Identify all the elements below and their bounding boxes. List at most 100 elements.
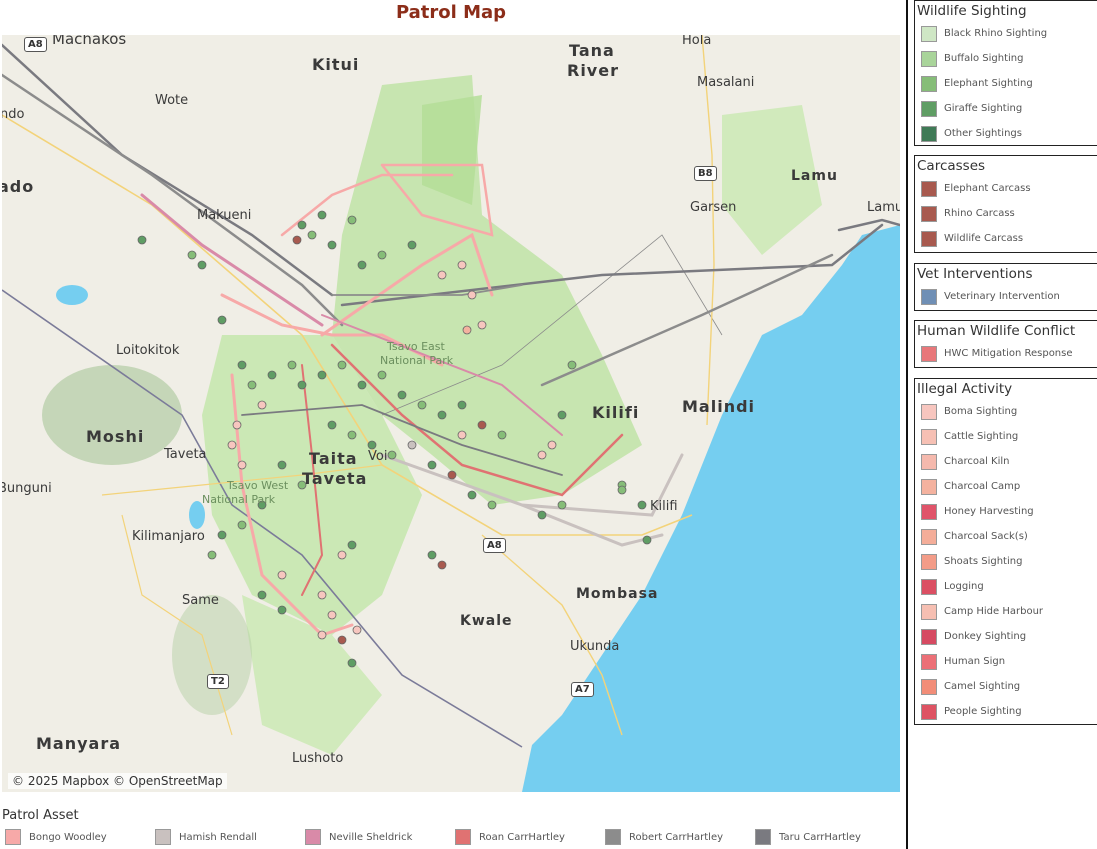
legend-label: Shoats Sighting bbox=[944, 556, 1023, 567]
map-attribution[interactable]: © 2025 Mapbox © OpenStreetMap bbox=[8, 773, 227, 789]
place-label: Same bbox=[182, 593, 219, 608]
legend-item[interactable]: Wildlife Carcass bbox=[915, 226, 1097, 251]
legend-label: Camp Hide Harbour bbox=[944, 606, 1044, 617]
legend-item[interactable]: Logging bbox=[915, 574, 1097, 599]
legend-label: Boma Sighting bbox=[944, 406, 1018, 417]
place-label: Hola bbox=[682, 35, 712, 48]
legend-label: Charcoal Sack(s) bbox=[944, 531, 1028, 542]
legend-item[interactable]: Buffalo Sighting bbox=[915, 46, 1097, 71]
legend-swatch bbox=[921, 703, 937, 720]
patrol-tracks bbox=[2, 43, 900, 637]
page-title: Patrol Map bbox=[395, 2, 507, 23]
place-label: Lamu bbox=[791, 168, 838, 184]
legend-swatch bbox=[921, 345, 937, 362]
legend-label: Charcoal Camp bbox=[944, 481, 1021, 492]
park-label: Tsavo West bbox=[227, 479, 289, 492]
patrol-asset-item[interactable]: Robert CarrHartley bbox=[602, 826, 752, 848]
legend-item[interactable]: Donkey Sighting bbox=[915, 624, 1097, 649]
place-label: Garsen bbox=[690, 200, 737, 215]
legend-label: Bongo Woodley bbox=[29, 831, 107, 843]
place-label: Moshi bbox=[86, 427, 145, 446]
legend-title: Wildlife Sighting bbox=[917, 3, 1027, 19]
patrol-asset-legend: Patrol Asset Bongo Woodley Hamish Rendal… bbox=[2, 808, 902, 849]
place-label: Loitokitok bbox=[116, 343, 180, 358]
place-label: Masalani bbox=[697, 75, 755, 90]
legend-item[interactable]: Giraffe Sighting bbox=[915, 96, 1097, 121]
road bbox=[701, 35, 715, 426]
legend-swatch bbox=[921, 628, 937, 645]
place-label: Mombasa bbox=[576, 586, 659, 602]
legend-item[interactable]: Charcoal Sack(s) bbox=[915, 524, 1097, 549]
legend-item[interactable]: Other Sightings bbox=[915, 121, 1097, 146]
legend-item[interactable]: Human Sign bbox=[915, 649, 1097, 674]
legend-swatch bbox=[921, 678, 937, 695]
place-label: Manyara bbox=[36, 734, 122, 753]
road-shield: A7 bbox=[571, 682, 594, 697]
legend-label: People Sighting bbox=[944, 706, 1022, 717]
legend-swatch bbox=[921, 578, 937, 595]
legend-item[interactable]: HWC Mitigation Response bbox=[915, 341, 1097, 366]
legend-item[interactable]: Camp Hide Harbour bbox=[915, 599, 1097, 624]
legend-swatch bbox=[921, 603, 937, 620]
legend-label: Robert CarrHartley bbox=[629, 831, 724, 843]
terrain-kilimanjaro bbox=[42, 365, 182, 465]
place-label: Taveta bbox=[302, 469, 368, 488]
legend-title: Human Wildlife Conflict bbox=[917, 323, 1076, 339]
map-canvas[interactable] bbox=[2, 35, 900, 792]
legend-swatch bbox=[305, 829, 321, 845]
legend-item[interactable]: Boma Sighting bbox=[915, 399, 1097, 424]
place-label: ndo bbox=[2, 107, 25, 122]
legend-item[interactable]: Charcoal Kiln bbox=[915, 449, 1097, 474]
legend-label: Giraffe Sighting bbox=[944, 103, 1023, 114]
patrol-asset-item[interactable]: Bongo Woodley bbox=[2, 826, 152, 848]
legend-item[interactable]: Black Rhino Sighting bbox=[915, 21, 1097, 46]
legend-swatch bbox=[921, 553, 937, 570]
legend-title: Patrol Asset bbox=[2, 808, 79, 823]
road-shield: A8 bbox=[24, 37, 47, 52]
legend-label: Elephant Carcass bbox=[944, 183, 1031, 194]
legend-item[interactable]: Elephant Carcass bbox=[915, 176, 1097, 201]
patrol-asset-item[interactable]: Neville Sheldrick bbox=[302, 826, 452, 848]
road-shield: B8 bbox=[694, 166, 717, 181]
patrol-map[interactable]: Machakos Kitui Tana River Hola Masalani … bbox=[2, 35, 900, 792]
lake bbox=[56, 285, 88, 305]
place-label: Makueni bbox=[197, 208, 252, 223]
place-label: Voi bbox=[368, 449, 388, 464]
legend-label: Other Sightings bbox=[944, 128, 1022, 139]
place-label: Lamu bbox=[867, 200, 900, 215]
legend-illegal-activity: Illegal Activity Boma Sighting Cattle Si… bbox=[914, 378, 1097, 725]
ocean bbox=[522, 225, 900, 792]
legend-title: Illegal Activity bbox=[917, 381, 1013, 397]
patrol-asset-item[interactable]: Taru CarrHartley bbox=[752, 826, 902, 848]
legend-item[interactable]: Rhino Carcass bbox=[915, 201, 1097, 226]
legend-swatch bbox=[921, 205, 937, 222]
road bbox=[101, 464, 383, 496]
legend-item[interactable]: Shoats Sighting bbox=[915, 549, 1097, 574]
legend-title: Vet Interventions bbox=[917, 266, 1033, 282]
legend-vet-interventions: Vet Interventions Veterinary Interventio… bbox=[914, 263, 1097, 311]
place-label: Ukunda bbox=[570, 639, 620, 654]
patrol-asset-item[interactable]: Hamish Rendall bbox=[152, 826, 302, 848]
protected-area-tsavo-west bbox=[202, 335, 422, 635]
legend-swatch bbox=[921, 125, 937, 142]
legend-item[interactable]: Elephant Sighting bbox=[915, 71, 1097, 96]
legend-item[interactable]: Camel Sighting bbox=[915, 674, 1097, 699]
protected-area-south bbox=[242, 595, 382, 755]
legend-swatch bbox=[921, 180, 937, 197]
place-label: Kitui bbox=[312, 55, 360, 74]
legend-item[interactable]: Honey Harvesting bbox=[915, 499, 1097, 524]
park-label: National Park bbox=[380, 354, 454, 367]
legend-swatch bbox=[455, 829, 471, 845]
legend-label: Roan CarrHartley bbox=[479, 831, 565, 843]
legend-carcasses: Carcasses Elephant Carcass Rhino Carcass… bbox=[914, 155, 1097, 253]
terrain-pare bbox=[172, 595, 252, 715]
legend-item[interactable]: Cattle Sighting bbox=[915, 424, 1097, 449]
legend-swatch bbox=[155, 829, 171, 845]
panel-divider bbox=[906, 0, 908, 849]
legend-label: Charcoal Kiln bbox=[944, 456, 1010, 467]
legend-item[interactable]: Charcoal Camp bbox=[915, 474, 1097, 499]
patrol-asset-item[interactable]: Roan CarrHartley bbox=[452, 826, 602, 848]
place-label: Bunguni bbox=[2, 481, 52, 496]
legend-item[interactable]: People Sighting bbox=[915, 699, 1097, 724]
legend-item[interactable]: Veterinary Intervention bbox=[915, 284, 1097, 309]
